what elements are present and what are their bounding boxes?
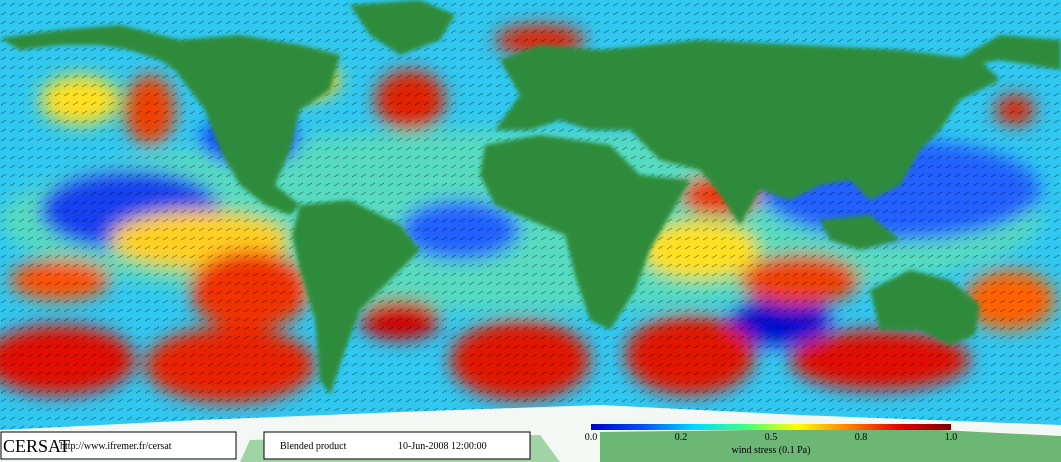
info-box [0, 431, 237, 460]
colorbar-gradient [591, 424, 951, 430]
land [0, 0, 1061, 395]
footer: CERSAT http://www.ifremer.fr/cersat Blen… [0, 431, 531, 460]
product-box [263, 431, 531, 460]
product: Blended product [280, 441, 347, 452]
colorbar-label: wind stress (0.1 Pa) [732, 445, 811, 456]
logo: CERSAT [3, 436, 70, 456]
colorbar-tick-label: 0.8 [855, 432, 868, 443]
url: http://www.ifremer.fr/cersat [60, 441, 172, 452]
colorbar-tick-label: 0.0 [585, 432, 598, 443]
colorbar: wind stress (0.1 Pa) 0.0 0.2 0.5 0.8 1.0 [585, 424, 958, 456]
colorbar-tick-label: 1.0 [945, 432, 958, 443]
colorbar-tick-label: 0.5 [765, 432, 778, 443]
timestamp: 10-Jun-2008 12:00:00 [398, 441, 487, 452]
colorbar-tick-label: 0.2 [675, 432, 688, 443]
